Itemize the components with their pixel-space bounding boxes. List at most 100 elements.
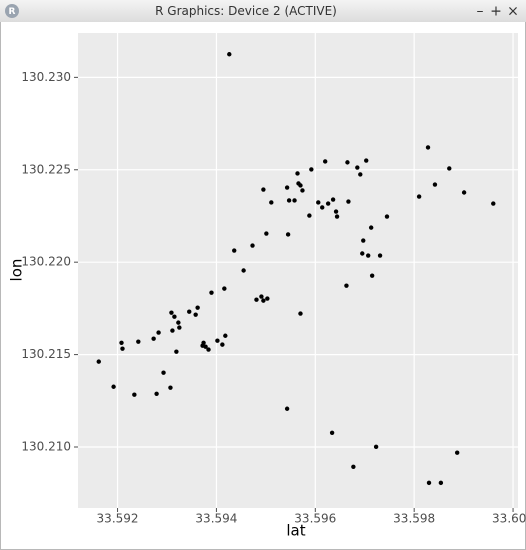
point — [223, 333, 228, 338]
point — [334, 214, 340, 219]
point — [254, 297, 259, 302]
point — [364, 158, 369, 163]
point — [316, 200, 321, 205]
point — [154, 391, 159, 396]
point — [250, 243, 255, 248]
point — [284, 406, 290, 411]
point — [169, 310, 174, 315]
point — [232, 248, 237, 253]
point — [461, 190, 467, 195]
title-bar — [0, 0, 526, 22]
point — [369, 273, 375, 278]
point — [344, 283, 349, 288]
point — [300, 188, 305, 193]
point — [286, 198, 292, 203]
x-axis-title: lat — [286, 522, 305, 540]
point — [261, 187, 266, 192]
point — [368, 225, 374, 230]
point — [285, 232, 291, 237]
point — [136, 339, 141, 344]
point — [222, 286, 227, 291]
point — [209, 290, 214, 295]
app-icon-label: R — [9, 7, 16, 17]
point — [119, 340, 124, 345]
point — [325, 201, 331, 206]
point — [355, 165, 360, 170]
point — [220, 342, 225, 347]
point — [269, 200, 274, 205]
point — [358, 172, 363, 177]
point — [193, 312, 198, 317]
x-tick-label: 33.598 — [393, 512, 435, 526]
point — [111, 384, 116, 389]
point — [203, 344, 208, 349]
y-tick-label: 130.225 — [21, 162, 71, 176]
point — [156, 330, 161, 335]
point — [215, 338, 220, 343]
maximize-button[interactable]: + — [490, 4, 502, 20]
point — [298, 183, 303, 188]
point — [361, 238, 366, 243]
point — [120, 346, 125, 351]
point — [298, 311, 303, 316]
point — [132, 392, 137, 397]
point — [151, 336, 156, 341]
minimize-button[interactable]: – — [477, 4, 484, 20]
point — [322, 159, 328, 164]
y-tick-label: 130.220 — [21, 255, 71, 269]
x-tick-label: 33.600 — [492, 512, 526, 526]
point — [309, 167, 314, 172]
app-icon — [5, 4, 19, 18]
point — [330, 197, 336, 202]
point — [384, 214, 390, 219]
point — [264, 231, 269, 236]
point — [425, 145, 431, 150]
point — [329, 430, 335, 435]
y-tick-label: 130.215 — [21, 347, 71, 361]
point — [241, 268, 246, 273]
point — [261, 298, 266, 303]
point — [176, 320, 181, 325]
point — [265, 296, 270, 301]
x-tick-label: 33.596 — [294, 512, 336, 526]
x-tick-label: 33.592 — [97, 512, 139, 526]
plot-panel — [78, 33, 518, 508]
point — [177, 325, 182, 330]
point — [195, 305, 200, 310]
point — [373, 444, 379, 450]
x-tick-label: 33.594 — [195, 512, 237, 526]
point — [333, 209, 339, 214]
point — [346, 199, 351, 204]
point — [174, 349, 179, 354]
point — [454, 450, 460, 455]
point — [259, 294, 264, 299]
y-tick-label: 130.230 — [21, 70, 71, 84]
y-tick-label: 130.210 — [21, 440, 71, 454]
point — [170, 328, 175, 333]
point — [284, 185, 290, 190]
point — [491, 201, 496, 206]
window-title: R Graphics: Device 2 (ACTIVE) — [155, 4, 337, 18]
point — [227, 52, 232, 57]
point — [201, 340, 206, 345]
point — [307, 213, 312, 218]
point — [426, 480, 432, 486]
point — [292, 198, 297, 203]
point — [187, 309, 192, 314]
point — [172, 314, 177, 319]
point — [168, 385, 173, 390]
point — [295, 171, 300, 176]
point — [366, 253, 371, 258]
point — [351, 464, 356, 469]
point — [416, 194, 422, 199]
point — [345, 160, 350, 165]
point — [377, 253, 383, 258]
point — [161, 370, 166, 375]
close-button[interactable]: × — [507, 4, 519, 20]
point — [438, 480, 444, 486]
y-axis-title: lon — [8, 259, 26, 282]
point — [206, 347, 211, 352]
point — [432, 182, 438, 187]
